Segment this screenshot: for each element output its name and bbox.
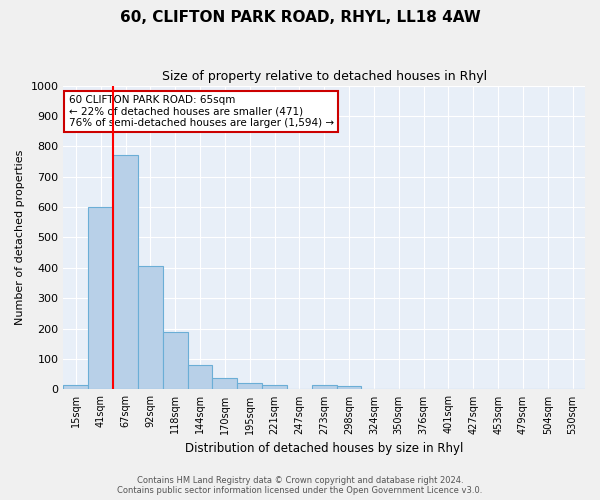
Bar bbox=[88, 207, 113, 390]
Bar bbox=[237, 384, 262, 390]
X-axis label: Distribution of detached houses by size in Rhyl: Distribution of detached houses by size … bbox=[185, 442, 463, 455]
Bar bbox=[163, 332, 188, 390]
Bar bbox=[64, 385, 88, 390]
Bar bbox=[138, 266, 163, 390]
Bar bbox=[188, 365, 212, 390]
Bar bbox=[262, 386, 287, 390]
Bar bbox=[337, 386, 361, 390]
Bar bbox=[113, 156, 138, 390]
Text: 60, CLIFTON PARK ROAD, RHYL, LL18 4AW: 60, CLIFTON PARK ROAD, RHYL, LL18 4AW bbox=[119, 10, 481, 25]
Y-axis label: Number of detached properties: Number of detached properties bbox=[15, 150, 25, 325]
Text: Contains HM Land Registry data © Crown copyright and database right 2024.
Contai: Contains HM Land Registry data © Crown c… bbox=[118, 476, 482, 495]
Text: 60 CLIFTON PARK ROAD: 65sqm
← 22% of detached houses are smaller (471)
76% of se: 60 CLIFTON PARK ROAD: 65sqm ← 22% of det… bbox=[68, 94, 334, 128]
Bar bbox=[312, 386, 337, 390]
Bar bbox=[212, 378, 237, 390]
Title: Size of property relative to detached houses in Rhyl: Size of property relative to detached ho… bbox=[161, 70, 487, 83]
